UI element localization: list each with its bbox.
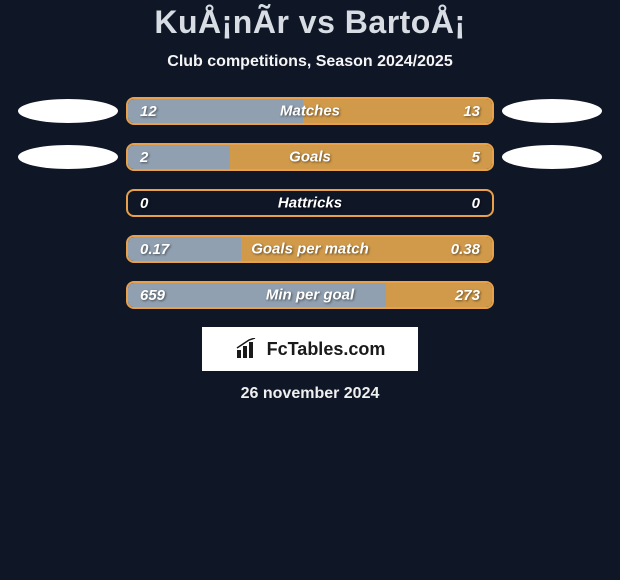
stat-bar: 0.170.38Goals per match [126, 235, 494, 263]
bar-labels: 0 0 Hattricks [128, 191, 492, 215]
bar-fill-right [241, 237, 492, 261]
player-left-marker [18, 99, 118, 123]
stat-row: 1213Matches [10, 97, 610, 125]
stat-bar: 0 0 Hattricks [126, 189, 494, 217]
stat-row: 0.170.38Goals per match [10, 235, 610, 263]
chart-icon [235, 338, 261, 360]
player-right-marker [502, 145, 602, 169]
page-title: KuÅ¡nÃr vs BartoÅ¡ [0, 4, 620, 41]
page-subtitle: Club competitions, Season 2024/2025 [0, 53, 620, 71]
brand-footer[interactable]: FcTables.com [202, 327, 418, 371]
stat-value-right: 0 [472, 195, 480, 212]
bar-fill-right [230, 145, 492, 169]
stat-row: 25Goals [10, 143, 610, 171]
bar-fill-right [303, 99, 492, 123]
bar-fill-left [128, 145, 230, 169]
stats-rows: 1213Matches 25Goals 0 0 Hattricks 0.170.38Goa… [0, 97, 620, 309]
stat-bar: 25Goals [126, 143, 494, 171]
stat-bar: 1213Matches [126, 97, 494, 125]
player-right-marker [502, 99, 602, 123]
player-left-marker [18, 145, 118, 169]
bar-fill-left [128, 99, 303, 123]
stat-bar: 659273Min per goal [126, 281, 494, 309]
brand-label: FcTables.com [267, 339, 386, 360]
stat-row: 659273Min per goal [10, 281, 610, 309]
bar-fill-left [128, 237, 241, 261]
stat-value-left: 0 [140, 195, 148, 212]
stat-row: 0 0 Hattricks [10, 189, 610, 217]
date-label: 26 november 2024 [0, 385, 620, 403]
stat-name: Hattricks [278, 195, 342, 212]
bar-fill-left [128, 283, 386, 307]
bar-fill-right [386, 283, 492, 307]
comparison-widget: KuÅ¡nÃr vs BartoÅ¡ Club competitions, Se… [0, 0, 620, 403]
